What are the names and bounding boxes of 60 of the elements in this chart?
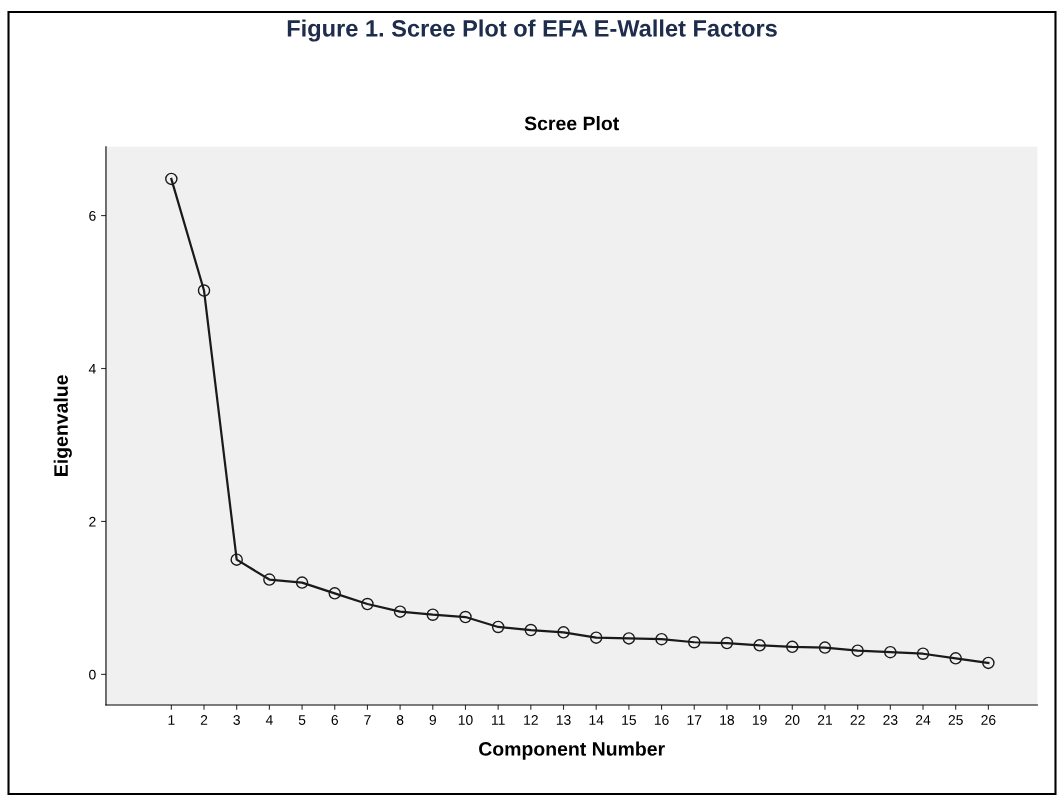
point	[230, 553, 243, 566]
point	[589, 631, 603, 644]
x-tick-label: 14	[589, 715, 604, 725]
x-tick-label: 21	[817, 715, 833, 725]
x-tick-label: 11	[492, 715, 505, 725]
point	[655, 632, 668, 646]
x-tick-label: 1	[168, 715, 175, 725]
chart-subtitle: Scree Plot	[524, 116, 619, 131]
point	[818, 641, 832, 654]
x-tick-label: 25	[948, 715, 963, 725]
point	[426, 608, 440, 621]
x-tick-label: 6	[331, 715, 338, 725]
point	[263, 573, 276, 586]
point	[295, 576, 309, 589]
y-axis-title: Eigenvalue	[53, 375, 72, 476]
x-tick-label: 4	[265, 715, 273, 725]
x-tick-label: 3	[233, 715, 240, 725]
point	[459, 610, 472, 624]
x-tick-label: 9	[429, 715, 436, 725]
x-tick-label: 7	[364, 715, 371, 725]
x-tick-label: 19	[752, 715, 767, 725]
point	[361, 597, 374, 611]
x-tick-label: 10	[458, 715, 473, 725]
x-tick-label: 16	[654, 715, 669, 725]
point	[622, 632, 636, 645]
x-tick-label: 17	[687, 715, 702, 725]
point	[557, 626, 570, 639]
chart-title: Figure 1. Scree Plot of EFA E-Wallet Factors	[287, 19, 777, 42]
x-tick-label: 5	[298, 715, 306, 725]
point	[197, 284, 211, 297]
x-tick-label: 8	[396, 715, 404, 725]
x-tick-label: 20	[785, 715, 800, 725]
point	[884, 645, 897, 659]
point	[982, 656, 995, 670]
x-tick-label: 2	[200, 715, 208, 725]
x-tick-label: 18	[720, 715, 735, 725]
point	[949, 652, 962, 665]
x-tick-label: 12	[524, 715, 538, 725]
point	[916, 647, 930, 660]
point	[753, 639, 766, 652]
point	[786, 640, 799, 654]
point	[491, 620, 505, 634]
x-axis-title: Component Number	[479, 741, 665, 760]
y-tick-label: 0	[89, 669, 96, 680]
point	[393, 605, 407, 618]
point	[524, 623, 538, 637]
point	[165, 172, 178, 186]
x-tick-label: 13	[556, 715, 571, 725]
y-tick-label: 6	[89, 210, 96, 221]
y-tick-label: 2	[89, 516, 96, 527]
point	[687, 636, 701, 649]
x-tick-label: 26	[981, 715, 996, 725]
point	[851, 644, 864, 657]
x-tick-label: 24	[915, 715, 931, 725]
point	[720, 636, 734, 650]
y-tick-label: 4	[88, 363, 96, 374]
x-tick-label: 22	[850, 715, 865, 725]
x-tick-label: 23	[883, 715, 898, 725]
x-tick-label: 15	[622, 715, 637, 725]
point	[328, 587, 341, 600]
